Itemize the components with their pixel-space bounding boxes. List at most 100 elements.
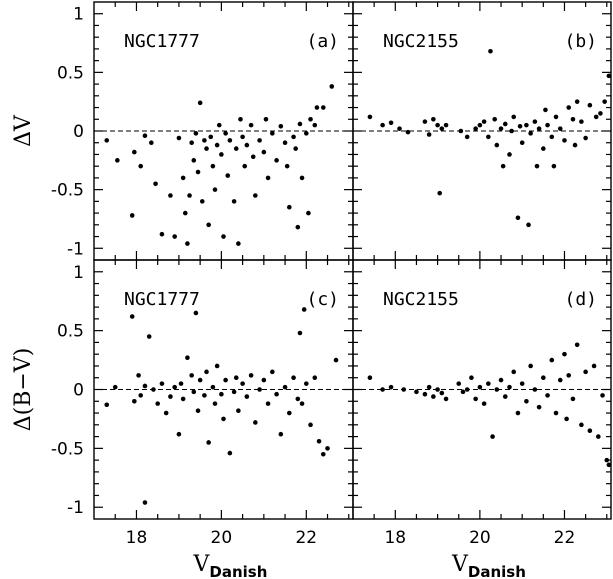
data-point (532, 387, 538, 392)
data-point (380, 122, 385, 128)
data-point (189, 373, 194, 378)
data-point (180, 396, 186, 402)
data-point (250, 154, 256, 160)
data-point (155, 401, 160, 406)
data-point (401, 387, 407, 392)
data-point (197, 377, 203, 383)
data-point (557, 126, 563, 131)
data-point (297, 121, 303, 127)
data-point (553, 410, 559, 416)
data-point (316, 439, 322, 444)
data-point (295, 224, 301, 230)
data-point (312, 375, 318, 381)
data-point (431, 116, 436, 122)
data-point (524, 398, 529, 404)
data-point (473, 126, 478, 131)
data-point (422, 391, 428, 397)
y-tick-label: 0.5 (57, 322, 84, 342)
panel-tag: (d) (564, 289, 597, 310)
data-point (265, 175, 271, 181)
data-point (212, 401, 218, 406)
data-point (303, 381, 309, 386)
data-point (214, 363, 220, 369)
data-point (240, 134, 245, 140)
data-point (282, 140, 288, 146)
data-point (261, 149, 267, 155)
data-point (270, 369, 275, 375)
data-point (231, 389, 237, 395)
data-point (214, 142, 220, 148)
data-point (299, 175, 305, 181)
panel-tag: (b) (564, 31, 597, 52)
data-point (195, 169, 201, 175)
data-point (494, 387, 500, 392)
data-point (545, 393, 550, 398)
x-axis-label: VDanish (451, 552, 526, 579)
data-point (287, 410, 292, 416)
data-point (291, 134, 296, 140)
data-point (528, 363, 533, 369)
data-point (477, 122, 483, 128)
data-point (574, 99, 580, 104)
data-point (509, 128, 514, 134)
data-point (132, 398, 137, 404)
data-point (566, 373, 572, 378)
data-point (314, 105, 320, 110)
data-point (308, 116, 313, 122)
data-point (426, 132, 432, 137)
data-point (519, 381, 525, 386)
data-point (553, 114, 559, 120)
data-point (500, 163, 506, 169)
y-tick-label: -0.5 (51, 181, 84, 201)
data-point (244, 142, 250, 148)
data-point (490, 434, 495, 439)
data-point (507, 152, 512, 157)
data-point (579, 119, 584, 124)
y-tick-label: 1 (73, 5, 84, 25)
data-point (187, 193, 192, 198)
data-point (129, 213, 135, 218)
data-point (367, 375, 373, 381)
data-point (306, 210, 311, 216)
data-point (153, 181, 158, 187)
data-point (295, 396, 301, 402)
data-point (587, 428, 593, 434)
data-point (435, 122, 440, 128)
panel-title: NGC2155 (383, 289, 459, 310)
data-point (498, 377, 504, 383)
data-point (602, 99, 607, 104)
data-point (486, 134, 491, 140)
data-point (481, 401, 487, 406)
data-point (562, 138, 567, 143)
data-point (458, 128, 464, 134)
data-point (600, 393, 605, 398)
data-point (206, 222, 211, 228)
data-point (221, 234, 226, 239)
data-point (606, 73, 612, 79)
y-tick-label: -1 (67, 498, 84, 518)
data-point (583, 369, 588, 375)
x-tick-label: 22 (295, 528, 317, 548)
data-point (431, 394, 436, 399)
data-point (502, 394, 508, 399)
data-point (464, 134, 470, 140)
data-point (604, 457, 610, 463)
x-tick-label: 22 (554, 528, 576, 548)
data-point (216, 122, 222, 128)
data-point (443, 122, 449, 128)
data-point (210, 384, 216, 390)
x-axis-label: VDanish (193, 552, 268, 579)
data-point (274, 158, 279, 163)
data-point (593, 114, 599, 120)
panel-d: 18 20 22 NGC2155 (d) VDanish (352, 259, 612, 579)
data-point (265, 401, 271, 406)
data-point (129, 314, 135, 319)
data-point (274, 391, 279, 397)
panel-title: NGC2155 (383, 31, 459, 52)
panel-tag: (a) (306, 31, 339, 52)
data-point (212, 187, 218, 192)
data-point (606, 462, 612, 468)
data-point (189, 140, 194, 146)
data-point (287, 204, 292, 210)
